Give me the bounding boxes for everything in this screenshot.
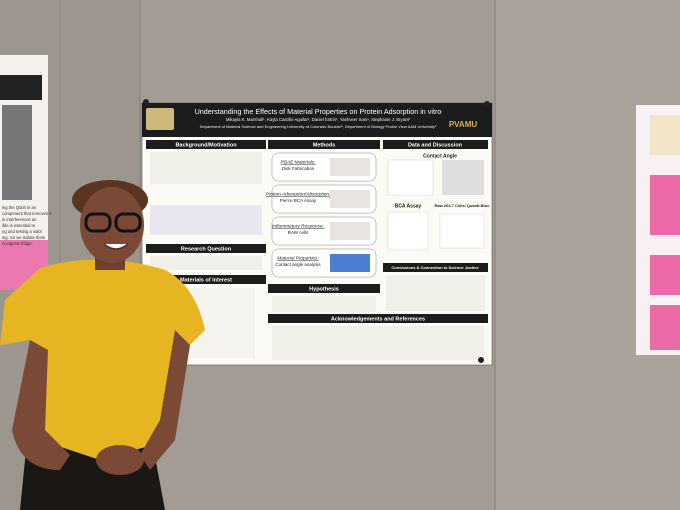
poster-title: Understanding the Effects of Material Pr… <box>195 107 442 116</box>
person <box>0 180 205 510</box>
section-bar <box>268 314 488 323</box>
method-title: PBAE Materials: <box>281 159 317 165</box>
poster-block <box>650 305 680 350</box>
arm <box>140 330 190 470</box>
side-poster-left: ing the Qubit in an component that remov… <box>0 55 51 290</box>
poster-header <box>142 103 492 137</box>
side-text: in interferences an <box>2 217 37 222</box>
method-title: Protein Adsorption/Absorption: <box>266 191 332 197</box>
method-figure <box>330 158 370 176</box>
shirt <box>0 259 205 460</box>
section-title: Materials of Interest <box>180 277 232 283</box>
text-block <box>272 326 484 360</box>
data-label: Raw 264.7 Cells/ Quanti-Blue <box>435 203 491 208</box>
method-title: Inflammatory Response: <box>272 223 325 229</box>
method-detail: Pierce BCA Assay <box>280 198 317 203</box>
side-text: ible is essential to <box>2 223 36 228</box>
section-title: Methods <box>313 142 336 148</box>
section-title: Data and Discussion <box>408 142 463 148</box>
cu-logo <box>146 108 174 130</box>
side-text: ing. So we isolate them <box>2 235 46 240</box>
hands <box>96 445 144 475</box>
pin <box>143 99 149 105</box>
section-bar <box>146 140 266 149</box>
section-bar <box>383 140 488 149</box>
data-label: Contact Angle <box>423 153 457 159</box>
methods-list: PBAE Materials:Disk Fabrication Protein A… <box>266 152 377 278</box>
poster-affiliation: Department of Material Science and Engin… <box>200 124 437 129</box>
pin <box>478 357 484 363</box>
section-bar <box>268 140 380 149</box>
chart-figure <box>439 213 485 249</box>
text-block <box>150 152 262 184</box>
pin <box>484 101 490 107</box>
photo-figure <box>442 160 484 195</box>
section-title: Background/Motivation <box>175 142 237 148</box>
method-detail: Disk Fabrication <box>282 166 315 171</box>
method-detail: Contact angle analysis <box>275 262 321 267</box>
side-text: ing the Qubit in an <box>2 205 37 210</box>
poster-header <box>0 75 42 100</box>
glasses <box>114 212 142 233</box>
chart-figure <box>387 159 434 196</box>
text-block <box>150 256 262 270</box>
method-figure <box>330 190 370 208</box>
poster-block <box>650 175 680 235</box>
data-label: BCA Assay <box>395 203 422 209</box>
section-bar <box>268 284 380 293</box>
side-poster-right <box>636 105 680 355</box>
chart-figure <box>387 211 429 251</box>
poster-authors: Mikayla K. Marshall¹, Kayla Castillo-Agu… <box>226 117 411 122</box>
method-figure <box>330 254 370 272</box>
text-block <box>272 296 376 312</box>
figure <box>150 205 262 235</box>
poster-image <box>2 105 32 200</box>
section-bar <box>383 263 488 272</box>
side-text: component that removes s <box>2 211 51 216</box>
smile <box>103 243 129 250</box>
method-title: Material Properties: <box>277 255 319 261</box>
section-bar <box>146 275 266 284</box>
glasses <box>84 212 112 233</box>
section-title: Hypothesis <box>309 286 339 292</box>
arm <box>12 340 70 470</box>
method-figure <box>330 222 370 240</box>
face <box>80 187 144 263</box>
poster-logo <box>650 115 680 155</box>
section-bar <box>146 244 266 253</box>
text-block <box>386 275 485 311</box>
poster-block <box>650 255 680 295</box>
logo-text: PVAMU <box>449 120 478 129</box>
method-detail: RAW cells <box>288 230 309 235</box>
section-title: Research Question <box>181 246 232 252</box>
section-title: Acknowledgements and References <box>331 316 425 322</box>
side-text: ng and testing a viabl <box>2 229 42 234</box>
section-title: Conclusions & Connection to Science Just… <box>391 265 479 270</box>
side-text: cryogenic fridge. <box>2 241 33 246</box>
